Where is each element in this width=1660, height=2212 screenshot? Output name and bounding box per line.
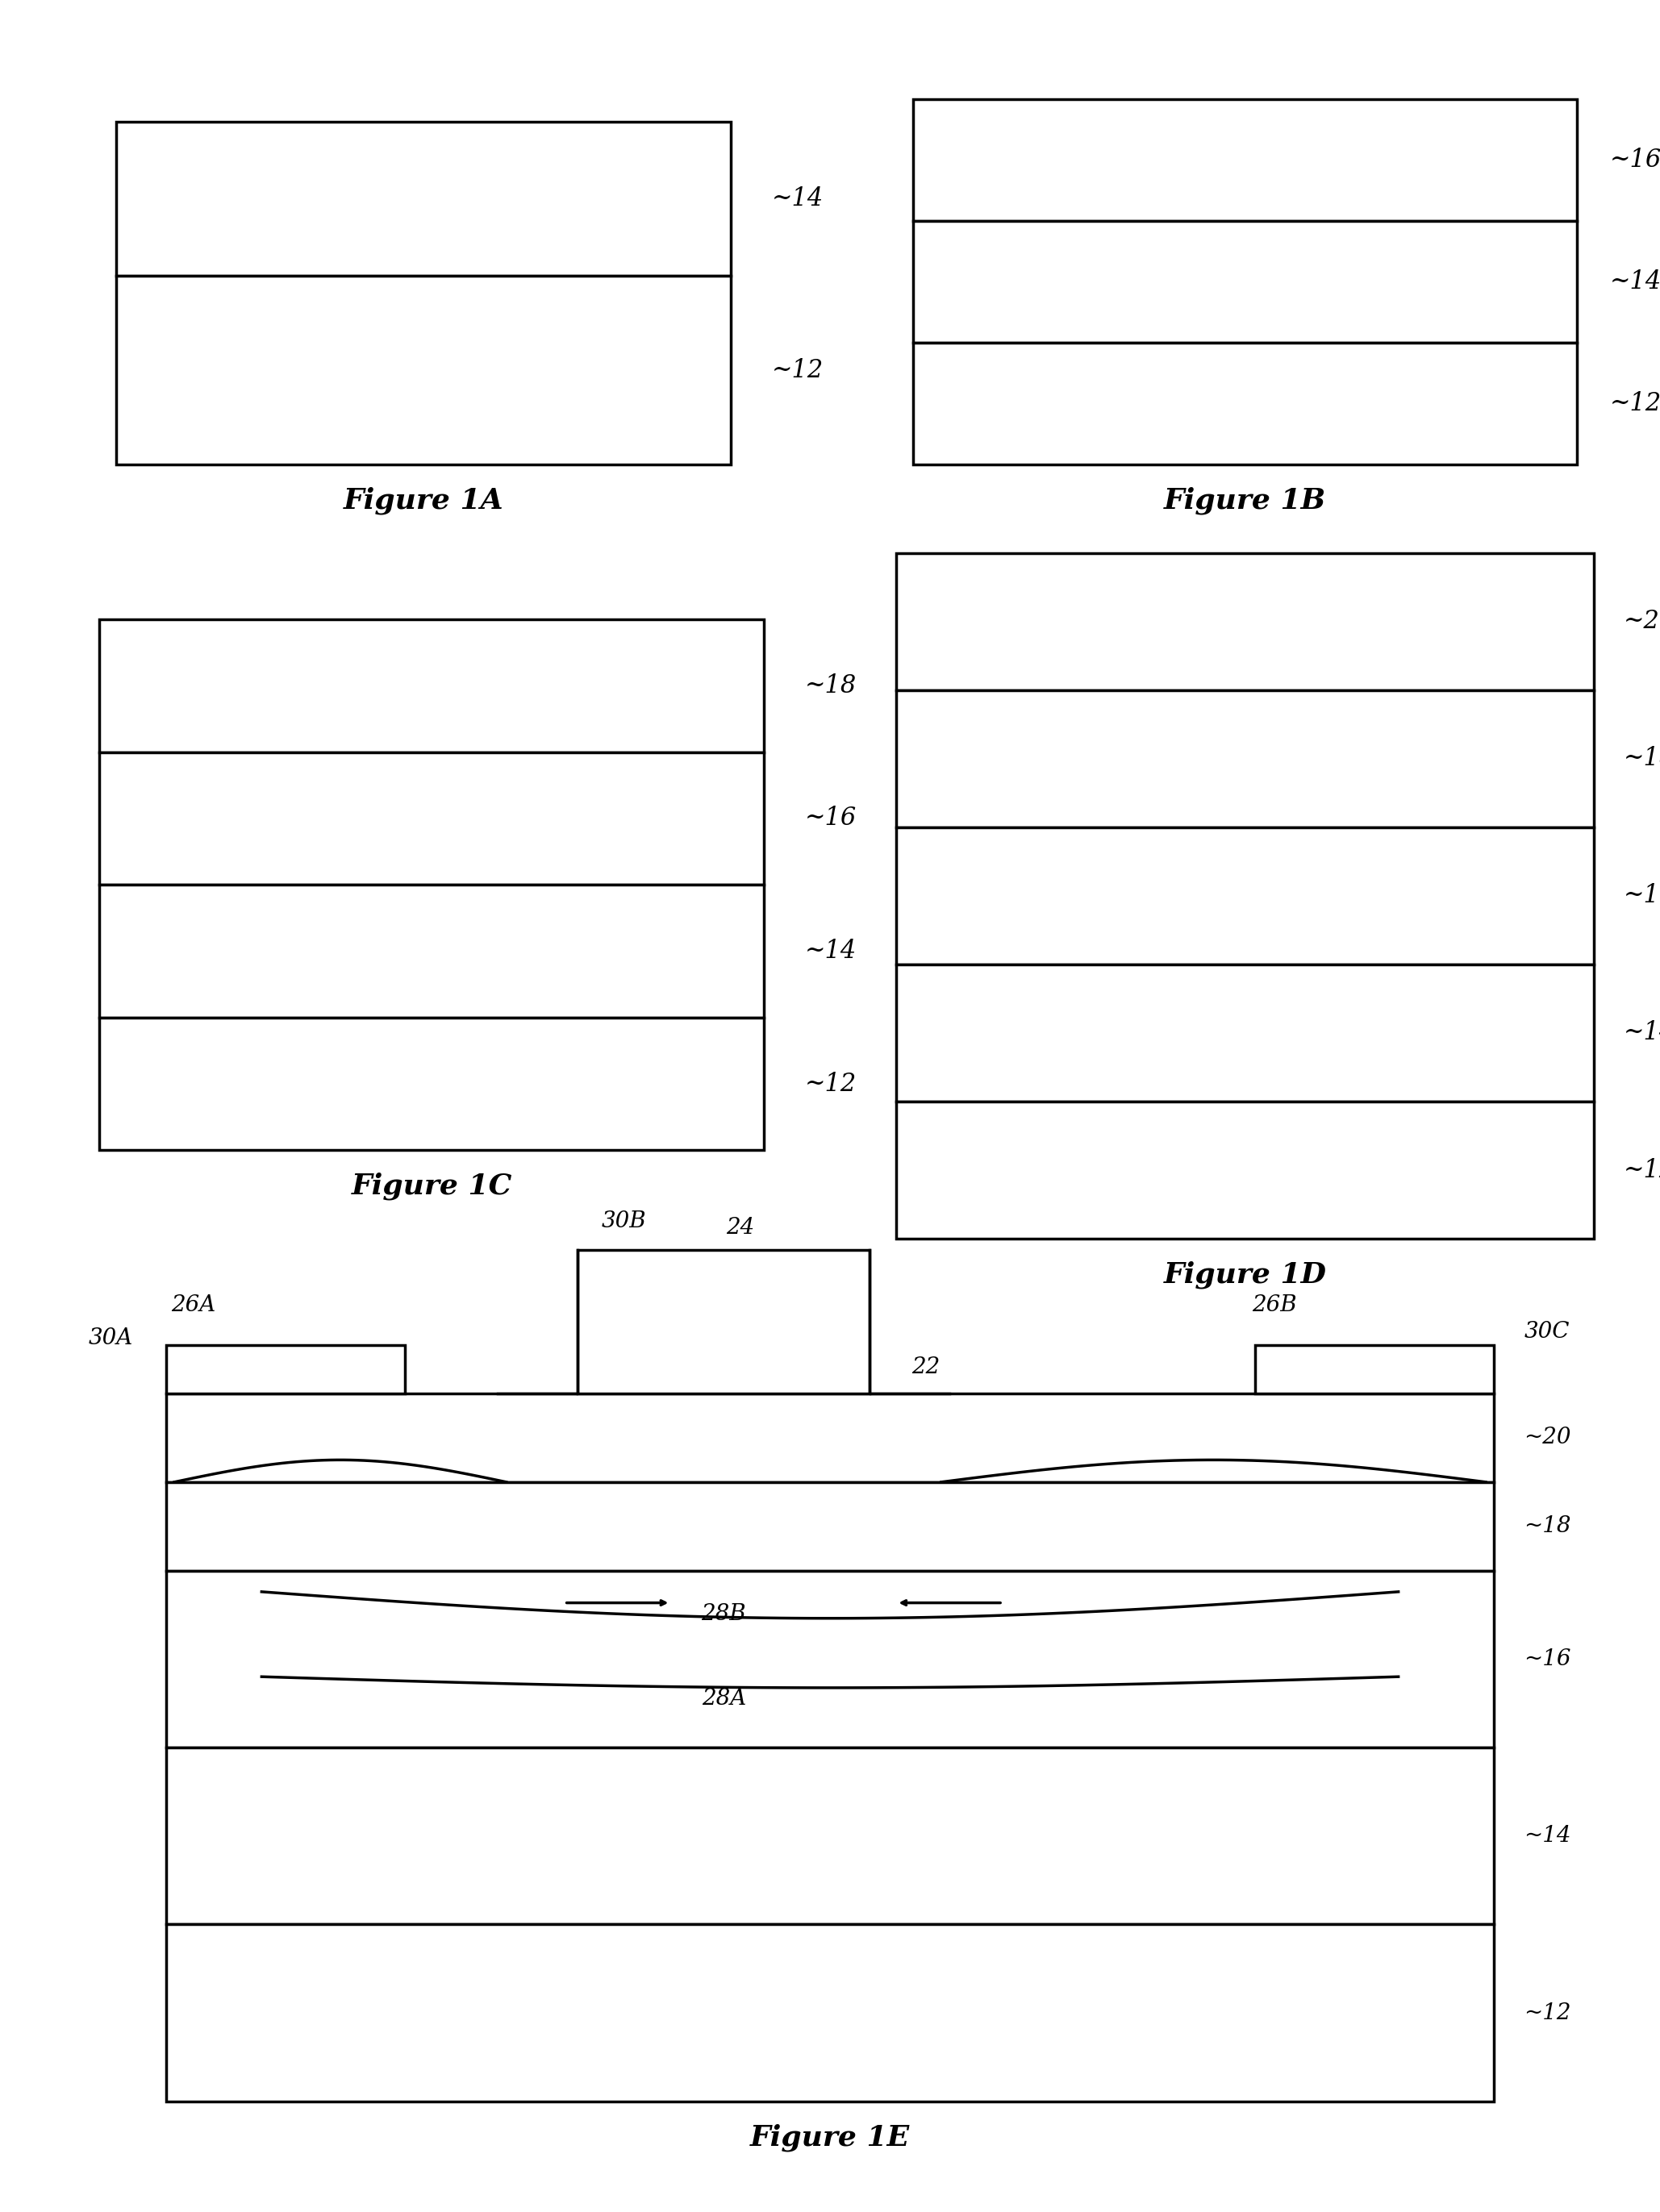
Text: ~18: ~18 — [805, 672, 857, 699]
Text: 22: 22 — [911, 1356, 940, 1378]
Text: ~12: ~12 — [772, 358, 823, 383]
Bar — [166, 1345, 405, 1394]
Bar — [166, 1924, 1494, 2101]
Text: 26B: 26B — [1252, 1294, 1296, 1316]
Bar — [116, 122, 730, 276]
Bar — [913, 100, 1577, 221]
Bar — [116, 276, 730, 465]
Bar — [1255, 1345, 1494, 1394]
Text: ~12: ~12 — [1610, 392, 1660, 416]
Bar — [166, 1747, 1494, 1924]
Text: ~14: ~14 — [805, 938, 857, 964]
Text: Figure 1E: Figure 1E — [750, 2124, 910, 2152]
Bar — [896, 1102, 1594, 1239]
Text: ~12: ~12 — [1623, 1157, 1660, 1183]
Bar — [100, 619, 764, 752]
Bar — [166, 1571, 1494, 1747]
Text: ~14: ~14 — [772, 186, 823, 212]
Text: 28A: 28A — [702, 1688, 745, 1710]
Bar — [896, 964, 1594, 1102]
Text: ~12: ~12 — [805, 1071, 857, 1097]
Text: Figure 1C: Figure 1C — [352, 1172, 511, 1201]
Text: ~16: ~16 — [805, 805, 857, 832]
Bar — [913, 343, 1577, 465]
Bar — [166, 1482, 1494, 1571]
Bar — [913, 221, 1577, 343]
Text: ~16: ~16 — [1524, 1648, 1570, 1670]
Bar — [166, 1394, 1494, 1482]
Text: ~20: ~20 — [1524, 1427, 1570, 1449]
Text: 30A: 30A — [88, 1327, 133, 1349]
Bar — [100, 885, 764, 1018]
Text: ~12: ~12 — [1524, 2002, 1570, 2024]
Text: ~14: ~14 — [1610, 270, 1660, 294]
Text: 26A: 26A — [171, 1294, 216, 1316]
Text: 28B: 28B — [701, 1604, 747, 1624]
Text: ~20: ~20 — [1623, 608, 1660, 635]
Bar — [896, 553, 1594, 690]
Bar — [100, 1018, 764, 1150]
Text: ~16: ~16 — [1610, 148, 1660, 173]
Text: ~18: ~18 — [1524, 1515, 1570, 1537]
Bar — [100, 752, 764, 885]
Text: 30B: 30B — [601, 1210, 647, 1232]
Text: ~16: ~16 — [1623, 883, 1660, 909]
Bar — [896, 827, 1594, 964]
Bar — [578, 1250, 870, 1394]
Text: Figure 1A: Figure 1A — [344, 487, 503, 515]
Text: Figure 1B: Figure 1B — [1164, 487, 1326, 515]
Text: 30C: 30C — [1524, 1321, 1569, 1343]
Text: Figure 1D: Figure 1D — [1164, 1261, 1326, 1290]
Text: ~14: ~14 — [1623, 1020, 1660, 1046]
Text: ~14: ~14 — [1524, 1825, 1570, 1847]
Bar — [896, 690, 1594, 827]
Text: ~18: ~18 — [1623, 745, 1660, 772]
Text: 24: 24 — [725, 1217, 755, 1239]
